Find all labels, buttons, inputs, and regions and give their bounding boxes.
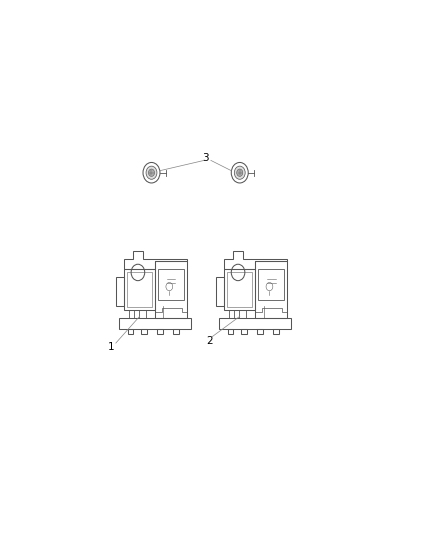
Text: 1: 1 (107, 342, 114, 352)
Circle shape (146, 166, 157, 179)
Circle shape (143, 163, 160, 183)
Circle shape (234, 166, 245, 179)
Circle shape (231, 163, 248, 183)
Text: 2: 2 (206, 336, 212, 346)
Circle shape (237, 169, 243, 176)
Circle shape (148, 169, 155, 176)
Text: 3: 3 (202, 154, 209, 163)
